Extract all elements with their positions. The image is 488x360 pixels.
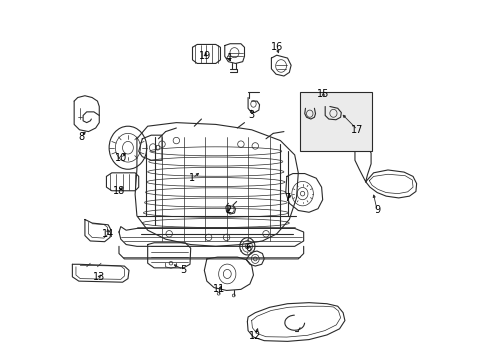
Text: 7: 7	[284, 193, 290, 203]
Text: 1: 1	[189, 173, 195, 183]
Text: 15: 15	[317, 89, 329, 99]
FancyBboxPatch shape	[300, 92, 371, 151]
Text: 3: 3	[248, 111, 254, 121]
Text: 10: 10	[114, 153, 127, 163]
Text: 18: 18	[113, 186, 125, 196]
Text: 19: 19	[199, 51, 211, 61]
Text: 13: 13	[93, 272, 105, 282]
Text: 2: 2	[225, 206, 231, 216]
Text: 4: 4	[225, 53, 231, 63]
Text: 9: 9	[373, 206, 380, 216]
Text: 6: 6	[244, 243, 251, 253]
Text: 16: 16	[270, 42, 283, 52]
Text: 11: 11	[213, 284, 225, 294]
Text: 8: 8	[78, 132, 84, 142]
Text: 5: 5	[180, 265, 186, 275]
Text: 12: 12	[248, 331, 261, 341]
Text: 14: 14	[102, 229, 114, 239]
Text: 17: 17	[350, 125, 363, 135]
